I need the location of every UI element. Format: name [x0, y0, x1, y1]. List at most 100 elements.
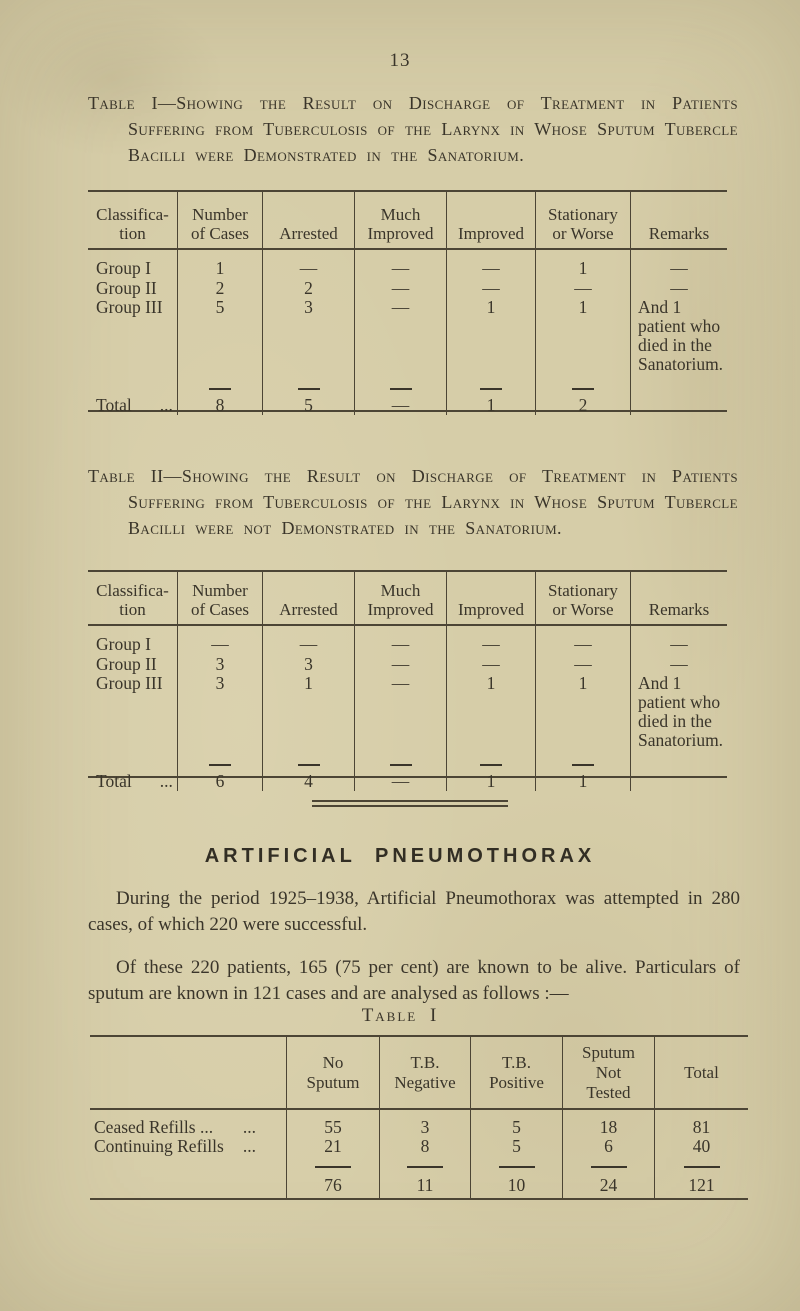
section-divider	[312, 800, 508, 807]
sum-line	[535, 374, 630, 392]
table1-header-arrested: Arrested	[262, 192, 354, 248]
row-label-dots: ...	[242, 1117, 256, 1137]
table-cell: 8	[379, 1134, 470, 1156]
table-cell: 1	[262, 670, 354, 750]
table-cell: —	[535, 275, 630, 298]
table-total-cell: 8	[177, 392, 262, 415]
table-total-cell: 24	[562, 1173, 654, 1198]
table-cell: —	[354, 670, 446, 750]
sum-line	[262, 750, 354, 768]
table-row-label: Group III	[96, 297, 163, 317]
table-remark: And 1 patient who died in the Sana­toriu…	[630, 670, 727, 750]
table-cell: —	[630, 250, 727, 278]
table1-header-stationary-or-worse: Stationary or Worse	[535, 192, 630, 248]
table-cell: —	[354, 250, 446, 278]
table-row-label: Group II	[96, 278, 157, 298]
table1: Classifica- tion Number of Cases Arreste…	[88, 190, 727, 415]
spacer-cell	[630, 392, 727, 415]
sum-line	[354, 750, 446, 768]
table-total-cell: 2	[535, 392, 630, 415]
table-row-label: Continuing Refills ...	[90, 1134, 286, 1156]
sputum-header-total: Total	[654, 1037, 748, 1108]
table-cell: —	[354, 275, 446, 298]
table-cell: 3	[177, 651, 262, 674]
table-cell: —	[630, 651, 727, 674]
sputum-table: No Sputum T.B. Negative T.B. Positive Sp…	[90, 1035, 748, 1200]
table-cell: 2	[262, 275, 354, 298]
table-remark: And 1 patient who died in the Sana­toriu…	[630, 294, 727, 374]
sputum-header-tb-negative: T.B. Negative	[379, 1037, 470, 1108]
table-cell: 1	[446, 670, 535, 750]
spacer-cell	[630, 750, 727, 768]
table2: Classifica- tion Number of Cases Arreste…	[88, 570, 727, 791]
table2-header-stationary-or-worse: Stationary or Worse	[535, 572, 630, 624]
table-total-cell: 4	[262, 768, 354, 791]
table-row-label: Group I	[96, 258, 151, 278]
sum-line	[562, 1153, 654, 1173]
table-cell: 3	[177, 670, 262, 750]
table-cell: —	[535, 626, 630, 654]
table-cell: 6	[562, 1134, 654, 1156]
sum-line	[446, 374, 535, 392]
table1-title: Table I—Showing the Result on Discharge …	[88, 93, 738, 165]
table-total-cell: 5	[262, 392, 354, 415]
table-cell: —	[446, 651, 535, 674]
table-cell: 1	[535, 250, 630, 278]
table-row-label: Group III	[96, 673, 163, 693]
sum-line	[470, 1153, 562, 1173]
table-cell: 5	[177, 294, 262, 374]
table2-header-row: Classifica- tion Number of Cases Arreste…	[88, 572, 727, 626]
sum-line	[262, 374, 354, 392]
table-row-label: Ceased Refills ... ...	[90, 1110, 286, 1137]
table-cell: 81	[654, 1110, 748, 1137]
table-cell: —	[354, 651, 446, 674]
table1-body: Group I 1 — — — 1 — Group II 2 2 — — — —…	[88, 250, 727, 415]
total-word: Total	[96, 771, 132, 791]
table-cell: 3	[262, 651, 354, 674]
sputum-header-empty	[90, 1037, 286, 1108]
table2-header-remarks: Remarks	[630, 572, 727, 624]
table-cell: 5	[470, 1110, 562, 1137]
table-total-cell: 1	[535, 768, 630, 791]
sputum-table-header-row: No Sputum T.B. Negative T.B. Positive Sp…	[90, 1037, 748, 1110]
spacer-cell	[88, 750, 177, 768]
table-total-cell: 6	[177, 768, 262, 791]
sum-line	[286, 1153, 379, 1173]
table-cell: —	[354, 294, 446, 374]
spacer-cell	[90, 1173, 286, 1198]
sputum-header-no-sputum: No Sputum	[286, 1037, 379, 1108]
table-cell: 18	[562, 1110, 654, 1137]
table2-header-number-of-cases: Number of Cases	[177, 572, 262, 624]
table1-header-row: Classifica- tion Number of Cases Arreste…	[88, 192, 727, 250]
spacer-cell	[88, 374, 177, 392]
paragraph-2: Of these 220 patients, 165 (75 per cent)…	[88, 957, 740, 1004]
total-dots: ...	[159, 395, 173, 415]
table-cell: —	[446, 626, 535, 654]
table2-header-arrested: Arrested	[262, 572, 354, 624]
table-cell: —	[630, 626, 727, 654]
table-cell: 2	[177, 275, 262, 298]
sputum-table-caption: Table I	[361, 1005, 439, 1026]
sum-line	[535, 750, 630, 768]
sum-line	[354, 374, 446, 392]
page-number: 13	[389, 50, 411, 71]
table2-header-classification: Classifica- tion	[96, 581, 169, 619]
table-cell: 55	[286, 1110, 379, 1137]
table-total-cell: 1	[446, 392, 535, 415]
table-cell: 1	[535, 670, 630, 750]
table1-header-number-of-cases: Number of Cases	[177, 192, 262, 248]
table-cell: 3	[262, 294, 354, 374]
sum-line	[654, 1153, 748, 1173]
table-cell: —	[262, 250, 354, 278]
table1-header-much-improved: Much Improved	[354, 192, 446, 248]
table-row-label: Group I	[96, 634, 151, 654]
table2-header-much-improved: Much Improved	[354, 572, 446, 624]
table-cell: 1	[446, 294, 535, 374]
table-cell: —	[177, 626, 262, 654]
table-cell: 21	[286, 1134, 379, 1156]
table2-body: Group I — — — — — — Group II 3 3 — — — —…	[88, 626, 727, 791]
spacer-cell	[90, 1153, 286, 1173]
table1-header-remarks: Remarks	[630, 192, 727, 248]
sum-line	[379, 1153, 470, 1173]
